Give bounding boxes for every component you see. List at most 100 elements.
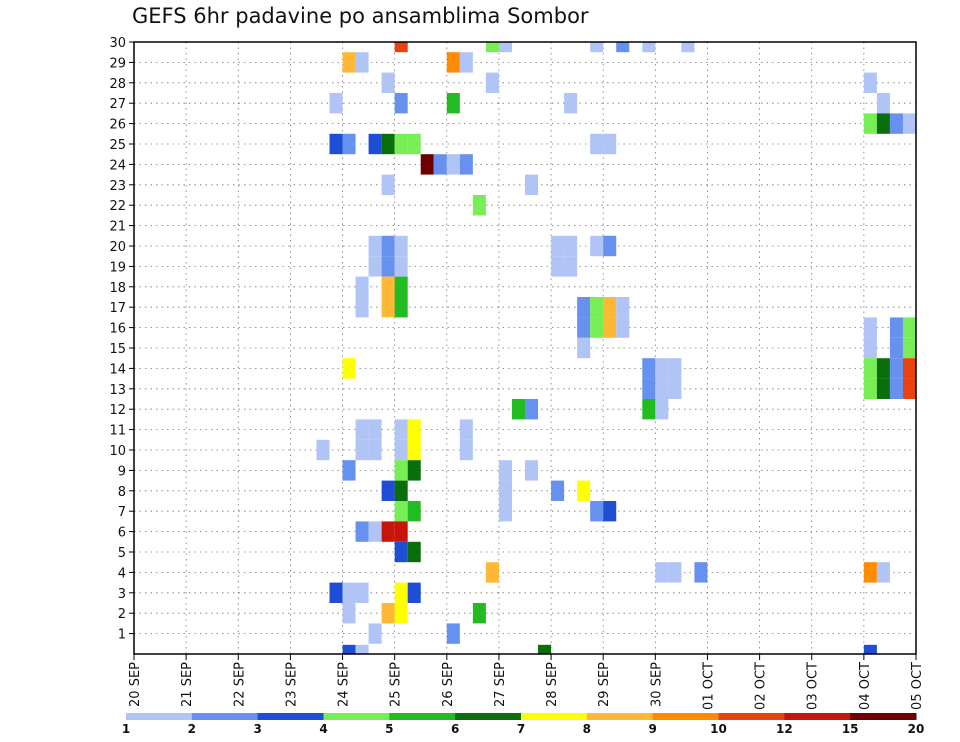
heatmap-cell <box>407 439 421 461</box>
heatmap-cell <box>551 235 565 257</box>
x-tick-label: 30 SEP <box>649 662 664 707</box>
heatmap-cell <box>538 644 552 654</box>
heatmap-cell <box>342 133 356 155</box>
y-tick-label: 2 <box>118 607 126 622</box>
legend-swatch <box>850 713 917 720</box>
x-tick-label: 26 SEP <box>441 662 456 707</box>
heatmap-cell <box>590 42 604 53</box>
y-tick-label: 11 <box>109 424 126 439</box>
heatmap-cell <box>394 521 408 542</box>
heatmap-cell <box>394 42 408 53</box>
heatmap-cell <box>394 460 408 481</box>
heatmap-cell <box>525 174 539 195</box>
heatmap-cell <box>368 256 382 277</box>
y-tick-label: 12 <box>109 403 126 418</box>
heatmap-cell <box>863 317 877 338</box>
heatmap-cell <box>381 480 395 501</box>
heatmap-cell <box>681 42 695 53</box>
heatmap-cell <box>368 419 382 440</box>
heatmap-cell <box>459 154 473 175</box>
y-tick-label: 18 <box>109 281 126 296</box>
heatmap-cell <box>577 297 591 318</box>
heatmap-cell <box>577 337 591 359</box>
heatmap-cell <box>355 644 369 654</box>
x-tick-label: 24 SEP <box>337 662 352 707</box>
legend-label: 7 <box>517 722 525 736</box>
heatmap-cell <box>420 154 434 175</box>
heatmap-cell <box>498 42 512 53</box>
heatmap-cell <box>902 317 916 338</box>
heatmap-cell <box>889 113 903 134</box>
x-tick-label: 23 SEP <box>284 662 299 707</box>
heatmap-cell <box>342 582 356 603</box>
heatmap-cell <box>433 154 447 175</box>
legend-swatch <box>521 713 588 720</box>
legend-label: 6 <box>451 722 459 736</box>
heatmap-cell <box>342 460 356 481</box>
heatmap-cell <box>316 439 330 461</box>
heatmap-cell <box>446 154 460 175</box>
heatmap-cell <box>603 297 617 318</box>
heatmap-cell <box>342 52 356 73</box>
heatmap-cell <box>902 378 916 399</box>
heatmap-cell <box>889 317 903 338</box>
heatmap-cell <box>394 133 408 155</box>
heatmap-cell <box>889 337 903 359</box>
heatmap-cell <box>485 72 499 93</box>
heatmap-cell <box>394 501 408 522</box>
heatmap-cell <box>498 501 512 522</box>
x-axis-ticks: 20 SEP 21 SEP 22 SEP 23 SEP 24 SEP 25 SEP 26 S… <box>128 654 925 710</box>
heatmap-cell <box>394 541 408 563</box>
heatmap-cell <box>655 378 669 399</box>
heatmap-cell <box>902 113 916 134</box>
x-tick-label: 04 OCT <box>858 662 873 710</box>
heatmap-cell <box>616 297 630 318</box>
y-tick-label: 3 <box>118 587 126 602</box>
heatmap-cell <box>551 256 565 277</box>
legend-swatch <box>323 713 390 720</box>
heatmap-cell <box>525 460 539 481</box>
y-tick-label: 26 <box>109 118 126 133</box>
heatmap-cell <box>381 174 395 195</box>
legend-swatch <box>652 713 719 720</box>
heatmap-cell <box>355 582 369 603</box>
legend-swatch <box>191 713 259 720</box>
heatmap-cell <box>551 480 565 501</box>
heatmap-cell <box>394 419 408 440</box>
heatmap-cell <box>485 562 499 583</box>
legend-label: 15 <box>842 722 859 736</box>
y-tick-label: 10 <box>109 444 126 459</box>
legend-swatch <box>586 713 654 720</box>
heatmap-cell <box>329 93 343 114</box>
y-tick-label: 23 <box>109 179 126 194</box>
heatmap-cell <box>590 317 604 338</box>
heatmap-cell <box>446 623 460 644</box>
legend-label: 10 <box>710 722 727 736</box>
heatmap-cell <box>564 235 578 257</box>
y-tick-label: 28 <box>109 77 126 92</box>
heatmap-cells <box>316 42 916 654</box>
heatmap-cell <box>355 276 369 297</box>
legend-swatch <box>126 713 193 720</box>
legend-label: 5 <box>385 722 393 736</box>
heatmap-cell <box>355 297 369 318</box>
heatmap-cell <box>381 297 395 318</box>
heatmap-cell <box>485 42 499 53</box>
heatmap-cell <box>498 460 512 481</box>
heatmap-cell <box>381 72 395 93</box>
heatmap-cell <box>394 439 408 461</box>
heatmap-cell <box>642 42 656 53</box>
chart-title: GEFS 6hr padavine po ansamblima Sombor <box>132 4 589 28</box>
y-tick-label: 9 <box>118 464 126 479</box>
heatmap-cell <box>655 562 669 583</box>
heatmap-cell <box>394 93 408 114</box>
heatmap-cell <box>381 133 395 155</box>
heatmap-cell <box>564 256 578 277</box>
heatmap-cell <box>355 419 369 440</box>
x-tick-label: 25 SEP <box>389 662 404 707</box>
y-tick-label: 25 <box>109 138 126 153</box>
x-tick-label: 27 SEP <box>493 662 508 707</box>
y-tick-label: 19 <box>109 260 126 275</box>
heatmap-cell <box>889 358 903 379</box>
